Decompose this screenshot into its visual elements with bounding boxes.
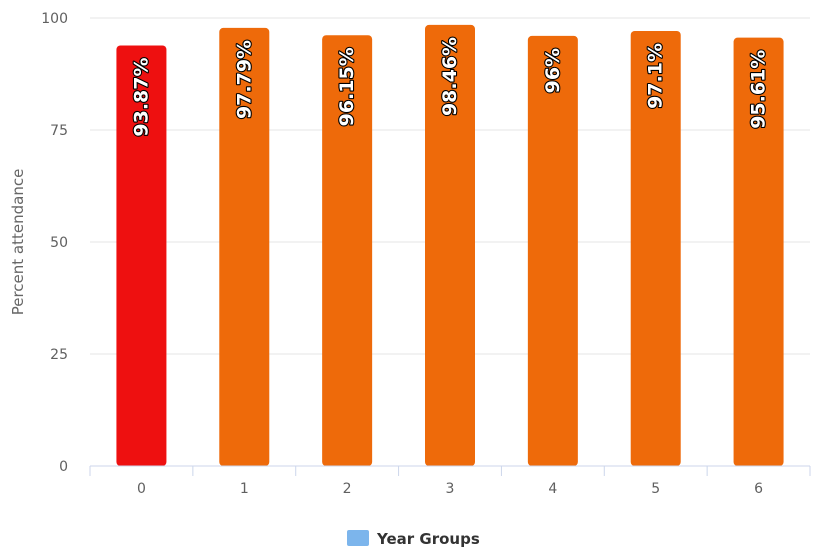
data-label: 96.15% [336,47,358,126]
data-label: 97.1% [645,43,667,109]
y-axis-ticks: 0 25 50 75 100 [41,11,68,475]
y-tick-label: 100 [41,11,68,27]
bar-year-0[interactable] [116,45,167,466]
bar-year-1[interactable] [219,27,270,467]
bar-year-3[interactable] [425,24,475,466]
data-label: 95.61% [748,50,770,129]
data-label: 93.87% [130,57,152,136]
bar-year-2[interactable] [322,35,373,467]
x-tick-label: 5 [651,481,660,497]
x-tick-label: 2 [343,481,352,497]
data-labels: 0 93.87% 1 97.79% 2 96.15% 3 98.46% 4 96% 5 97.1% 6 9… [129,36,770,497]
y-tick-label: 75 [50,123,68,139]
x-axis [89,465,811,476]
x-tick-label: 4 [548,481,557,497]
data-label: 96% [542,48,564,93]
bar-year-6[interactable] [733,37,784,466]
y-tick-label: 0 [59,459,68,475]
y-tick-label: 50 [50,235,68,251]
x-tick-label: 0 [137,481,146,497]
y-axis-title: Percent attendance [9,169,27,316]
y-tick-label: 25 [50,347,68,363]
x-tick-label: 6 [754,481,763,497]
legend-swatch[interactable] [347,530,369,546]
bar-year-4[interactable] [527,35,578,467]
bars [116,24,784,467]
legend[interactable]: Year Groups [347,530,480,548]
x-tick-label: 3 [446,481,455,497]
bar-year-5[interactable] [630,30,681,466]
x-tick-label: 1 [240,481,249,497]
legend-label-year-groups[interactable]: Year Groups [376,530,480,548]
data-label: 97.79% [233,40,255,119]
data-label: 98.46% [439,37,461,116]
